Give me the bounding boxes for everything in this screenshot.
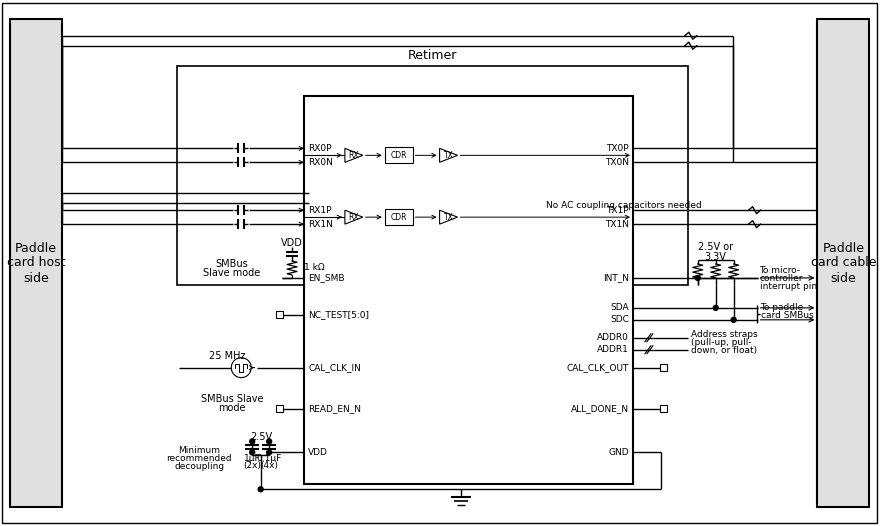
Text: Minimum: Minimum bbox=[178, 446, 220, 455]
Polygon shape bbox=[439, 148, 458, 163]
Bar bbox=[661, 405, 668, 412]
Text: SMBus Slave: SMBus Slave bbox=[201, 393, 264, 403]
Text: TX0P: TX0P bbox=[606, 144, 629, 153]
Text: CDR: CDR bbox=[391, 213, 407, 221]
Text: CDR: CDR bbox=[391, 151, 407, 160]
Text: controller: controller bbox=[759, 275, 803, 284]
Text: To paddle: To paddle bbox=[760, 304, 804, 312]
Bar bbox=[177, 66, 688, 285]
Circle shape bbox=[714, 306, 718, 310]
Text: READ_EN_N: READ_EN_N bbox=[308, 404, 361, 413]
Bar bbox=[385, 147, 413, 163]
Circle shape bbox=[731, 317, 736, 322]
Text: SDC: SDC bbox=[610, 315, 629, 325]
Text: TX: TX bbox=[444, 213, 453, 221]
Text: Paddle
card cable
side: Paddle card cable side bbox=[811, 241, 876, 285]
Text: 2.5V: 2.5V bbox=[250, 432, 273, 442]
Text: GND: GND bbox=[609, 448, 629, 457]
Text: decoupling: decoupling bbox=[175, 462, 224, 471]
Circle shape bbox=[266, 450, 272, 455]
Text: EN_SMB: EN_SMB bbox=[308, 274, 345, 282]
Text: RX0N: RX0N bbox=[308, 158, 333, 167]
Polygon shape bbox=[345, 210, 363, 224]
Circle shape bbox=[250, 439, 255, 444]
Text: (2x): (2x) bbox=[243, 461, 261, 470]
Polygon shape bbox=[439, 210, 458, 224]
Text: Retimer: Retimer bbox=[407, 49, 457, 62]
Text: interrupt pin: interrupt pin bbox=[759, 282, 817, 291]
Text: TX: TX bbox=[444, 151, 453, 160]
Circle shape bbox=[250, 450, 255, 455]
Text: 1μF: 1μF bbox=[244, 454, 260, 463]
Polygon shape bbox=[345, 148, 363, 163]
Text: RX: RX bbox=[348, 213, 359, 221]
Text: recommended: recommended bbox=[167, 454, 232, 463]
Text: Paddle
card host
side: Paddle card host side bbox=[7, 241, 65, 285]
Text: SMBus: SMBus bbox=[215, 259, 248, 269]
Text: To micro-: To micro- bbox=[759, 267, 801, 276]
Text: 0.1μF: 0.1μF bbox=[257, 454, 281, 463]
Circle shape bbox=[258, 487, 263, 492]
Text: RX1P: RX1P bbox=[308, 206, 332, 215]
Text: NC_TEST[5:0]: NC_TEST[5:0] bbox=[308, 310, 369, 319]
Text: (pull-up, pull-: (pull-up, pull- bbox=[691, 338, 751, 347]
Text: TX1N: TX1N bbox=[605, 220, 629, 229]
Bar bbox=[275, 311, 282, 318]
Bar bbox=[385, 209, 413, 225]
Text: down, or float): down, or float) bbox=[691, 346, 757, 355]
Text: Address straps: Address straps bbox=[691, 330, 758, 339]
Text: CAL_CLK_IN: CAL_CLK_IN bbox=[308, 363, 361, 372]
Bar bbox=[661, 364, 668, 371]
Bar bbox=[10, 19, 62, 507]
Text: No AC coupling capacitors needed: No AC coupling capacitors needed bbox=[546, 201, 702, 210]
Text: RX1N: RX1N bbox=[308, 220, 333, 229]
Text: 2.5V or: 2.5V or bbox=[699, 242, 733, 252]
Bar bbox=[304, 96, 633, 484]
Text: SDA: SDA bbox=[610, 304, 629, 312]
Text: RX0P: RX0P bbox=[308, 144, 332, 153]
Circle shape bbox=[695, 276, 700, 280]
Text: 25 MHz: 25 MHz bbox=[209, 351, 245, 361]
Text: ADDR1: ADDR1 bbox=[597, 345, 629, 354]
Text: RX: RX bbox=[348, 151, 359, 160]
Text: ALL_DONE_N: ALL_DONE_N bbox=[571, 404, 629, 413]
Bar bbox=[818, 19, 869, 507]
Text: TX1P: TX1P bbox=[606, 206, 629, 215]
Text: 3.3V: 3.3V bbox=[705, 252, 727, 262]
Text: VDD: VDD bbox=[308, 448, 328, 457]
Text: 1 kΩ: 1 kΩ bbox=[304, 264, 325, 272]
Circle shape bbox=[266, 439, 272, 444]
Text: TX0N: TX0N bbox=[605, 158, 629, 167]
Text: VDD: VDD bbox=[281, 238, 303, 248]
Bar bbox=[275, 405, 282, 412]
Text: mode: mode bbox=[219, 402, 246, 412]
Text: ADDR0: ADDR0 bbox=[597, 333, 629, 342]
Text: INT_N: INT_N bbox=[603, 274, 629, 282]
Text: Slave mode: Slave mode bbox=[203, 268, 260, 278]
Text: card SMBus: card SMBus bbox=[760, 311, 813, 320]
Text: (4x): (4x) bbox=[260, 461, 278, 470]
Text: CAL_CLK_OUT: CAL_CLK_OUT bbox=[566, 363, 629, 372]
Circle shape bbox=[231, 358, 251, 378]
